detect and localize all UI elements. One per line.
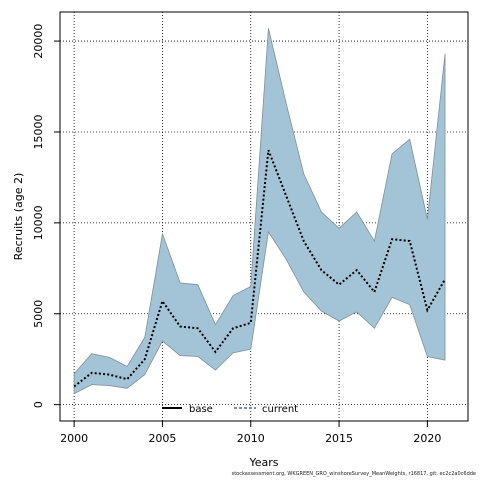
plot-frame bbox=[59, 11, 469, 422]
y-tick-label: 15000 bbox=[32, 114, 45, 149]
legend-label-base: base bbox=[189, 404, 213, 415]
y-axis: 0 5000 10000 15000 20000 bbox=[32, 24, 60, 408]
x-tick-label: 2005 bbox=[148, 432, 176, 445]
legend-label-current: current bbox=[262, 404, 298, 415]
y-tick-label: 0 bbox=[32, 401, 45, 408]
footer-note: stockassessment.org, WKGREEN_GRO_winshor… bbox=[231, 471, 476, 477]
x-axis-label: Years bbox=[248, 456, 278, 469]
y-axis-label: Recruits (age 2) bbox=[12, 173, 25, 261]
series-line-current bbox=[73, 149, 446, 388]
confidence-band bbox=[73, 28, 446, 395]
x-tick-label: 2010 bbox=[237, 432, 265, 445]
x-axis: 2000 2005 2010 2015 2020 bbox=[60, 421, 441, 445]
x-tick-label: 2020 bbox=[413, 432, 441, 445]
y-tick-label: 10000 bbox=[32, 205, 45, 240]
y-tick-label: 5000 bbox=[32, 300, 45, 328]
x-tick-label: 2000 bbox=[60, 432, 88, 445]
y-tick-label: 20000 bbox=[32, 24, 45, 59]
x-tick-label: 2015 bbox=[325, 432, 353, 445]
legend: base current bbox=[162, 404, 298, 415]
